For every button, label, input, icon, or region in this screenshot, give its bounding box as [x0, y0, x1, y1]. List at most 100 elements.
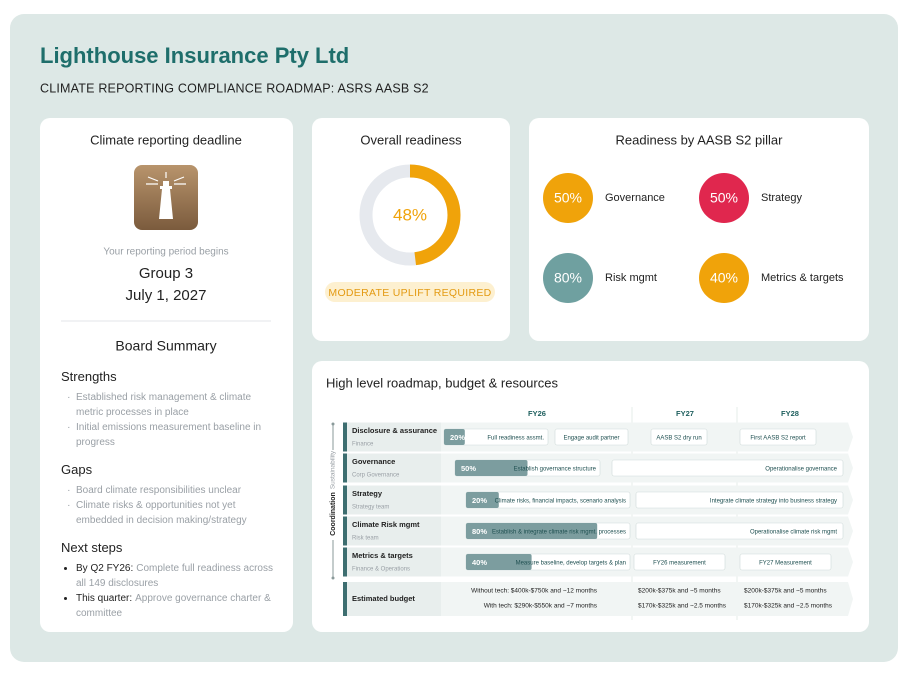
axis-primary: Coordination — [330, 492, 337, 536]
pillar-name: Strategy — [761, 192, 802, 204]
task-text: Operationalise climate risk mgmt — [750, 530, 837, 536]
progress-task: Full readiness assmt. — [487, 436, 544, 442]
row-label-bg — [343, 582, 441, 616]
row-accent — [343, 516, 347, 546]
row-name: Disclosure & assurance — [352, 426, 437, 435]
task-text: Engage audit partner — [563, 436, 619, 442]
pillar-name: Risk mgmt — [605, 272, 657, 284]
progress-task: Establish governance structure — [514, 467, 597, 473]
progress-task: Climate risks, financial impacts, scenar… — [495, 499, 626, 505]
pillar-badge — [699, 173, 749, 223]
row-accent — [343, 547, 347, 577]
progress-fill — [466, 554, 532, 570]
summary-list: Strengths Established risk management & c… — [61, 368, 276, 632]
pillar-name: Metrics & targets — [761, 272, 844, 284]
summary-heading: Next steps — [61, 540, 123, 555]
summary-item: By Q2 FY26:Complete full readiness acros… — [76, 561, 276, 591]
row-owner: Risk team — [352, 536, 379, 542]
progress-label: 20% — [472, 496, 487, 505]
progress-label: 50% — [461, 464, 476, 473]
summary-items: Established risk management & climate me… — [61, 390, 276, 450]
progress-label: 80% — [472, 527, 487, 536]
item-lead: By Q2 FY26: — [76, 563, 134, 574]
row-name: Metrics & targets — [352, 551, 413, 560]
summary-item: Initial emissions measurement baseline i… — [76, 420, 276, 450]
task-text: Operationalise governance — [765, 467, 837, 473]
task-box — [554, 428, 629, 446]
summary-item: Climate risks & opportunities not yet em… — [76, 498, 276, 528]
item-text: Approve governance charter & committee — [76, 593, 271, 619]
column-header: FY27 — [676, 409, 694, 418]
pillar-percent: 50% — [710, 190, 738, 206]
row-owner: Finance & Operations — [352, 567, 410, 573]
caption: Your reporting period begins — [103, 247, 228, 258]
axis-end — [331, 422, 335, 426]
task-box — [650, 428, 708, 446]
donut-arc — [359, 164, 461, 266]
task-text: FY26 measurement — [653, 561, 706, 567]
summary-item: This quarter:Approve governance charter … — [76, 591, 276, 621]
row-owner: Strategy team — [352, 505, 389, 511]
row-accent — [343, 453, 347, 483]
row-label-bg — [343, 516, 441, 546]
task-box — [635, 491, 844, 509]
pillar-badge — [699, 253, 749, 303]
summary-heading: Strengths — [61, 369, 117, 384]
task-text: AASB S2 dry run — [656, 436, 701, 442]
summary-items: Board climate responsibilities unclearCl… — [61, 483, 276, 528]
section-title: Board Summary — [115, 338, 216, 354]
row-label-bg — [343, 453, 441, 483]
budget-text: $170k-$325k and ~2.5 months — [744, 603, 833, 610]
task-box — [611, 459, 844, 477]
pillar-name: Governance — [605, 192, 665, 204]
row-label-bg — [343, 485, 441, 515]
task-box — [739, 553, 832, 571]
budget-text: Without tech: $400k-$750k and ~12 months — [471, 588, 598, 595]
task-box — [635, 522, 844, 540]
card-title: Overall readiness — [360, 132, 462, 147]
pillar-percent: 40% — [710, 270, 738, 286]
column-header: FY28 — [781, 409, 799, 418]
row-name: Climate Risk mgmt — [352, 520, 420, 529]
card-title: Climate reporting deadline — [90, 132, 242, 147]
pillar-percent: 50% — [554, 190, 582, 206]
summary-item: Board climate responsibilities unclear — [76, 483, 276, 498]
date: July 1, 2027 — [126, 287, 207, 304]
progress-fill — [444, 429, 465, 445]
row-label-bg — [343, 422, 441, 452]
page-title: Lighthouse Insurance Pty Ltd — [40, 43, 349, 68]
status-text: MODERATE UPLIFT REQUIRED — [328, 287, 491, 299]
group: Group 3 — [139, 265, 193, 282]
task-box — [739, 428, 817, 446]
budget-text: With tech: $290k-$550k and ~7 months — [484, 603, 598, 610]
row-name: Governance — [352, 457, 395, 466]
card — [529, 118, 869, 341]
card — [312, 118, 510, 341]
progress-fill — [466, 523, 598, 539]
budget-text: $200k-$375k and ~5 months — [638, 588, 721, 595]
page-subtitle: CLIMATE REPORTING COMPLIANCE ROADMAP: AS… — [40, 81, 429, 95]
task-text: First AASB S2 report — [750, 436, 806, 442]
light-rays — [146, 172, 186, 185]
budget-text: $200k-$375k and ~5 months — [744, 588, 827, 595]
row-owner: Corp Governance — [352, 473, 400, 479]
task-text: FY27 Measurement — [759, 561, 812, 567]
progress-label: 20% — [450, 433, 465, 442]
axis-secondary: Sustainability — [330, 450, 337, 489]
card-title: High level roadmap, budget & resources — [326, 375, 558, 390]
row-accent — [343, 422, 347, 452]
summary-heading: Gaps — [61, 462, 93, 477]
row-label-bg — [343, 547, 441, 577]
progress-fill — [455, 460, 528, 476]
budget-label: Estimated budget — [352, 594, 415, 603]
progress-task: Establish & integrate climate risk mgmt.… — [492, 530, 626, 536]
axis-label-bg — [328, 450, 338, 540]
status-pill — [325, 282, 495, 302]
progress-label: 40% — [472, 558, 487, 567]
progress-task: Measure baseline, develop targets & plan — [516, 561, 626, 567]
axis-end — [331, 576, 335, 580]
progress-fill — [466, 492, 499, 508]
row-track — [441, 582, 853, 616]
